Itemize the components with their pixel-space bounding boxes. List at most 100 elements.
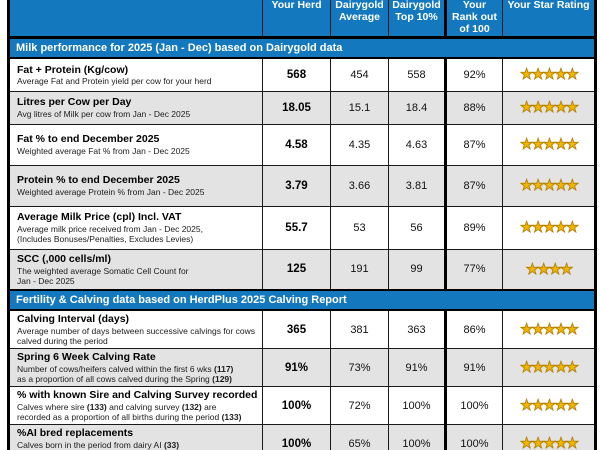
table-row: %AI bred replacements Calves born in the … — [8, 424, 596, 450]
dairygold-average-value: 73% — [330, 348, 389, 388]
metric-title: Calving Interval (days) — [17, 313, 130, 326]
dairygold-top10-value: 558 — [388, 57, 446, 92]
table-row: Protein % to end December 2025 Weighted a… — [8, 164, 596, 207]
metric-title: Spring 6 Week Calving Rate — [17, 351, 156, 364]
star-rating-cell: ★★★★★ — [502, 90, 596, 125]
dairygold-top10-value: 4.63 — [388, 123, 446, 166]
star-icon: ★★★★★ — [519, 136, 579, 154]
dairygold-top10-value: 100% — [388, 386, 446, 426]
your-herd-value: 18.05 — [262, 90, 331, 125]
dairygold-average-value: 53 — [330, 205, 389, 250]
section-header-row: Fertility & Calving data based on HerdPl… — [7, 289, 597, 312]
dairygold-average-value: 191 — [330, 248, 389, 291]
star-rating-cell: ★★★★★ — [502, 386, 596, 426]
metric-description: Calves born in the period from dairy AI … — [17, 439, 180, 450]
dairygold-average-value: 65% — [330, 424, 389, 450]
metric-cell: Average Milk Price (cpl) Incl. VAT Averag… — [8, 205, 263, 250]
metric-description: The weighted average Somatic Cell Count … — [17, 265, 189, 286]
metric-title: %AI bred replacements — [17, 427, 134, 440]
metric-description: Average number of days between successiv… — [17, 325, 255, 346]
metric-title: Protein % to end December 2025 — [17, 174, 180, 187]
metric-cell: Fat + Protein (Kg/cow) Average Fat and Pr… — [8, 57, 263, 92]
metric-cell: Spring 6 Week Calving Rate Number of cows… — [8, 348, 263, 388]
metric-description: Number of cows/heifers calved within the… — [17, 363, 234, 384]
star-icon: ★★★★★ — [519, 219, 579, 237]
metric-cell: SCC (,000 cells/ml) The weighted average … — [8, 248, 263, 291]
your-herd-value: 3.79 — [262, 164, 331, 207]
table-row: Litres per Cow per Day Avg litres of Milk… — [8, 90, 596, 125]
star-icon: ★★★★★ — [519, 435, 579, 450]
metric-title: % with known Sire and Calving Survey rec… — [17, 389, 258, 402]
herd-performance-report: Your Herd Dairygold Average Dairygold To… — [7, 0, 597, 450]
dairygold-top10-value: 363 — [388, 309, 446, 350]
column-header-your-rank: Your Rank out of 100 — [444, 0, 503, 40]
star-icon: ★★★★★ — [519, 99, 579, 117]
rank-value: 89% — [444, 205, 503, 250]
star-rating-cell: ★★★★★ — [502, 348, 596, 388]
metric-title: Average Milk Price (cpl) Incl. VAT — [17, 211, 182, 224]
rank-value: 77% — [444, 248, 503, 291]
metric-title: SCC (,000 cells/ml) — [17, 252, 111, 265]
dairygold-average-value: 3.66 — [330, 164, 389, 207]
your-herd-value: 568 — [262, 57, 331, 92]
star-rating-cell: ★★★★★ — [502, 57, 596, 92]
dairygold-top10-value: 56 — [388, 205, 446, 250]
column-header-your-herd: Your Herd — [262, 0, 331, 40]
table-row: Calving Interval (days) Average number of… — [8, 309, 596, 350]
rank-value: 92% — [444, 57, 503, 92]
column-header-blank — [8, 0, 263, 40]
metric-title: Fat % to end December 2025 — [17, 133, 160, 146]
dairygold-average-value: 4.35 — [330, 123, 389, 166]
rank-value: 88% — [444, 90, 503, 125]
rank-value: 87% — [444, 123, 503, 166]
metric-description: Weighted average Fat % from Jan - Dec 20… — [17, 145, 190, 156]
dairygold-average-value: 454 — [330, 57, 389, 92]
your-herd-value: 100% — [262, 386, 331, 426]
table-row: Spring 6 Week Calving Rate Number of cows… — [8, 348, 596, 388]
star-rating-cell: ★★★★★ — [502, 164, 596, 207]
your-herd-value: 55.7 — [262, 205, 331, 250]
star-icon: ★★★★★ — [519, 321, 579, 339]
star-rating-cell: ★★★★★ — [502, 205, 596, 250]
your-herd-value: 91% — [262, 348, 331, 388]
dairygold-average-value: 381 — [330, 309, 389, 350]
metric-description: Average milk price received from Jan - D… — [17, 223, 203, 244]
metric-cell: Protein % to end December 2025 Weighted a… — [8, 164, 263, 207]
metric-cell: Calving Interval (days) Average number of… — [8, 309, 263, 350]
dairygold-top10-value: 91% — [388, 348, 446, 388]
metric-description: Calves where sire (133) and calving surv… — [17, 401, 242, 422]
star-icon: ★★★★★ — [519, 397, 579, 415]
metric-description: Average Fat and Protein yield per cow fo… — [17, 76, 212, 87]
your-herd-value: 100% — [262, 424, 331, 450]
star-icon: ★★★★★ — [519, 177, 579, 195]
table-row: Average Milk Price (cpl) Incl. VAT Averag… — [8, 205, 596, 250]
metric-title: Fat + Protein (Kg/cow) — [17, 63, 129, 76]
metric-cell: Litres per Cow per Day Avg litres of Milk… — [8, 90, 263, 125]
star-rating-cell: ★★★★★ — [502, 309, 596, 350]
dairygold-top10-value: 100% — [388, 424, 446, 450]
your-herd-value: 125 — [262, 248, 331, 291]
dairygold-average-value: 15.1 — [330, 90, 389, 125]
dairygold-top10-value: 99 — [388, 248, 446, 291]
rank-value: 91% — [444, 348, 503, 388]
your-herd-value: 4.58 — [262, 123, 331, 166]
your-herd-value: 365 — [262, 309, 331, 350]
metric-title: Litres per Cow per Day — [17, 96, 132, 109]
metric-cell: Fat % to end December 2025 Weighted avera… — [8, 123, 263, 166]
section-title: Milk performance for 2025 (Jan - Dec) ba… — [7, 36, 597, 60]
column-header-row: Your Herd Dairygold Average Dairygold To… — [8, 0, 596, 40]
rank-value: 87% — [444, 164, 503, 207]
dairygold-top10-value: 18.4 — [388, 90, 446, 125]
table-row: SCC (,000 cells/ml) The weighted average … — [8, 248, 596, 291]
column-header-star-rating: Your Star Rating — [502, 0, 596, 40]
table-row: Fat % to end December 2025 Weighted avera… — [8, 123, 596, 166]
metric-description: Weighted average Protein % from Jan - De… — [17, 186, 205, 197]
table-row: % with known Sire and Calving Survey rec… — [8, 386, 596, 426]
column-header-dairygold-top10: Dairygold Top 10% — [388, 0, 446, 40]
section-title: Fertility & Calving data based on HerdPl… — [7, 289, 597, 312]
star-icon: ★★★★★ — [519, 359, 579, 377]
star-rating-cell: ★★★★★ — [502, 123, 596, 166]
rank-value: 100% — [444, 386, 503, 426]
star-rating-cell: ★★★★ — [502, 248, 596, 291]
